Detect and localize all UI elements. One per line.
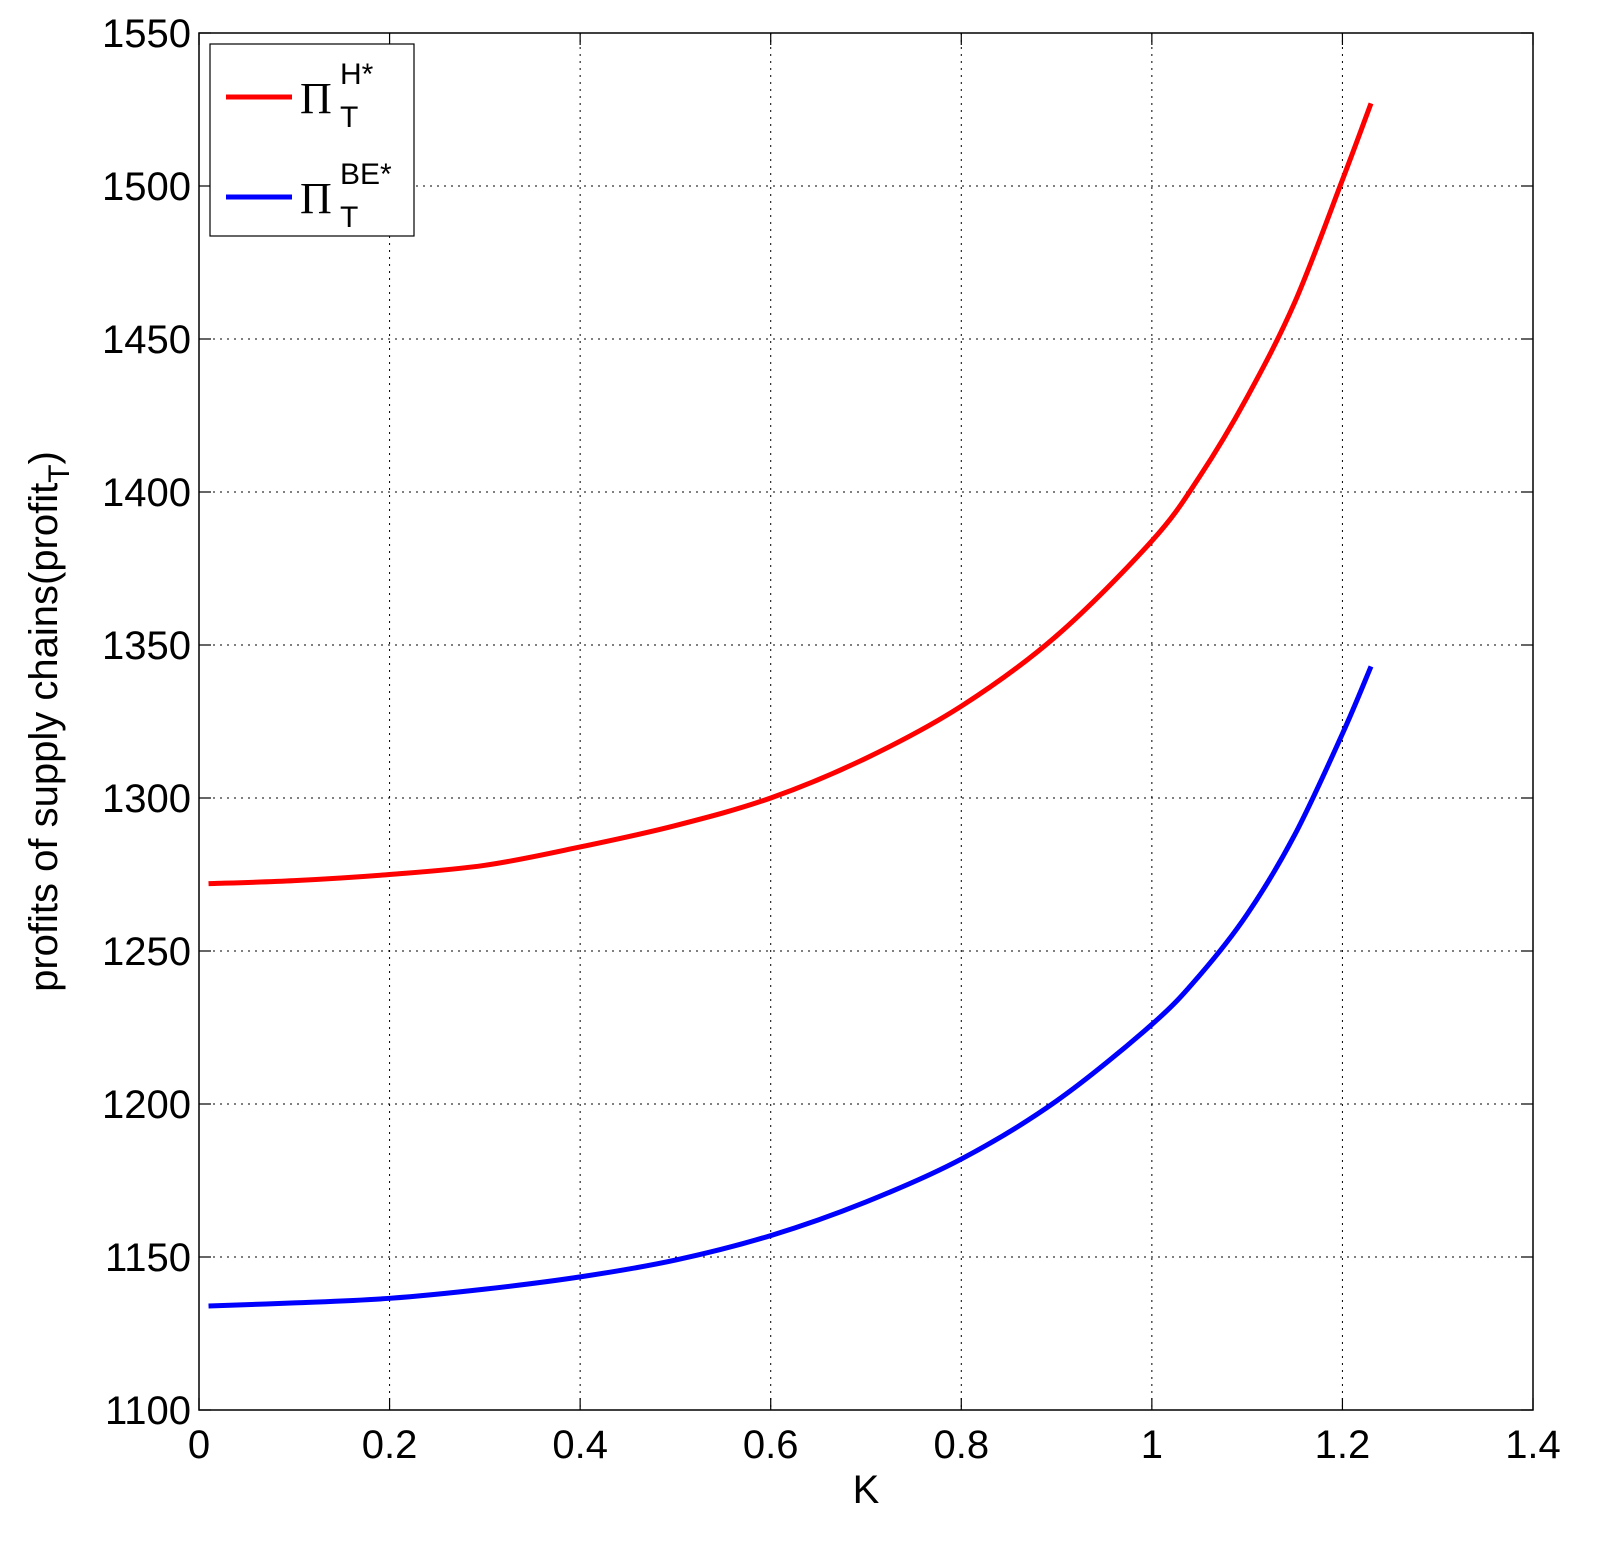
x-tick-label: 0.6 (743, 1423, 799, 1467)
series-line-h (208, 102, 1374, 887)
y-tick-label: 1250 (102, 930, 191, 974)
x-tick-label: 0.2 (362, 1423, 418, 1467)
y-tick-label: 1300 (102, 777, 191, 821)
x-tick-label: 0 (188, 1423, 210, 1467)
legend-box (209, 43, 415, 237)
y-tick-label: 1100 (105, 1389, 191, 1433)
legend-label-symbol: Π (300, 174, 332, 223)
x-tick-label: 0.8 (933, 1423, 989, 1467)
y-axis-label-main: profits of supply chains(profit (22, 483, 66, 992)
y-axis-label: profits of supply chains(profitT) (22, 451, 76, 992)
y-tick-label: 1400 (102, 471, 191, 515)
legend-label-superscript: BE* (340, 158, 392, 191)
x-tick-label: 1.2 (1315, 1423, 1371, 1467)
y-axis-label-close: ) (22, 451, 66, 464)
grid-lines (199, 33, 1533, 1410)
y-tick-label: 1550 (102, 12, 191, 56)
y-tick-label: 1450 (102, 318, 191, 362)
legend-label-superscript: H* (340, 58, 374, 91)
y-tick-labels: 1100 1150 1200 1250 1300 1350 1400 1450 1500 1550 (102, 12, 191, 1433)
legend-label-subscript: T (340, 201, 358, 234)
x-tick-label: 1 (1141, 1423, 1163, 1467)
y-axis-label-subscript: T (43, 464, 76, 482)
x-tick-label: 0.4 (552, 1423, 608, 1467)
legend-label-subscript: T (340, 101, 358, 134)
y-tick-label: 1150 (105, 1236, 191, 1280)
y-tick-label: 1500 (102, 165, 191, 209)
legend-label-symbol: Π (300, 74, 332, 123)
series-layer (208, 102, 1374, 1309)
y-tick-label: 1200 (102, 1083, 191, 1127)
series-line-be (208, 665, 1374, 1309)
plot-area (198, 32, 1534, 1411)
legend-entries: Π TH*Π TBE* (226, 58, 392, 234)
tick-marks (198, 32, 1534, 1411)
x-tick-label: 1.4 (1505, 1423, 1561, 1467)
x-tick-labels: 0 0.2 0.4 0.6 0.8 1 1.2 1.4 (188, 1423, 1561, 1467)
legend: Π TH*Π TBE* (209, 43, 415, 237)
y-tick-label: 1350 (102, 624, 191, 668)
x-axis-label: K (853, 1468, 880, 1512)
